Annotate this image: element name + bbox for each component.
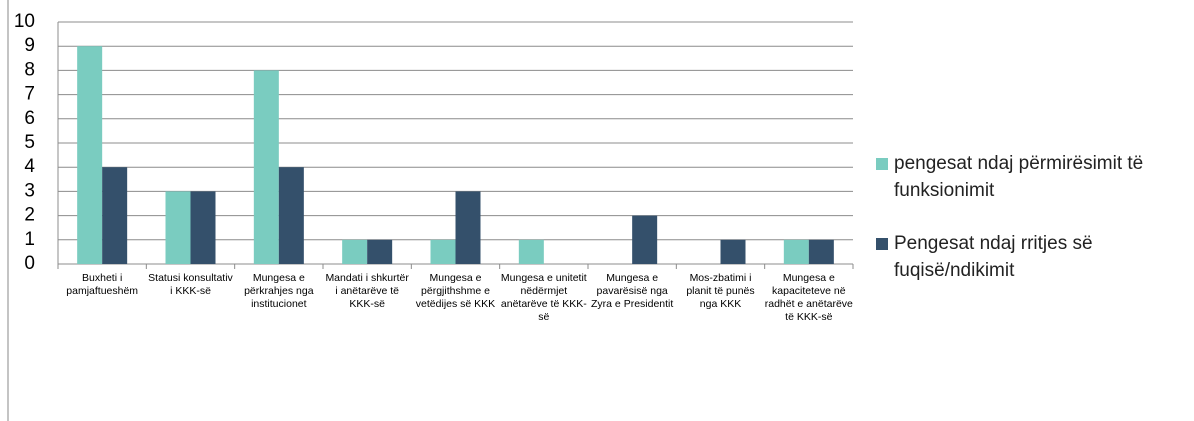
x-tick-label: Mungesa e unitetit nëdërmjet anëtarëve t… (500, 272, 587, 323)
bar (165, 191, 191, 264)
bar (783, 239, 809, 264)
bar (808, 239, 834, 264)
y-tick-label: 10 (14, 11, 35, 32)
x-tick-label: Mungesa e përkrahjes nga institucionet (244, 272, 314, 310)
legend-label: Pengesat ndaj rritjes së fuqisë/ndikimit (894, 233, 1093, 281)
y-tick-label: 1 (24, 229, 35, 250)
legend-swatch (876, 238, 888, 250)
bar (518, 239, 544, 264)
bar (102, 167, 128, 264)
bar (77, 46, 103, 265)
bar (632, 215, 658, 264)
bar (430, 239, 456, 264)
x-tick-label: Mungesa e pavarësisë nga Zyra e Presiden… (591, 272, 674, 310)
bar (342, 239, 368, 264)
y-tick-label: 2 (24, 205, 35, 226)
x-tick-label: Mungesa e përgjithshme e vetëdijes së KK… (415, 272, 496, 310)
bar (253, 70, 279, 265)
x-tick-label: Mungesa e kapaciteteve në radhët e anëta… (764, 272, 853, 323)
x-tick-label: Buxheti i pamjaftueshëm (66, 272, 139, 297)
bar (367, 239, 393, 264)
y-tick-label: 6 (24, 108, 35, 129)
y-tick-label: 3 (24, 180, 35, 201)
bar (278, 167, 304, 264)
x-tick-label: Statusi konsultativ i KKK-së (148, 272, 233, 297)
y-tick-label: 8 (24, 59, 35, 80)
bar (190, 191, 216, 264)
legend-label: pengesat ndaj përmirësimit të funksionim… (894, 153, 1144, 201)
y-tick-label: 9 (24, 35, 35, 56)
x-tick-label: Mos-zbatimi i planit të punës nga KKK (686, 272, 755, 310)
bar (720, 239, 746, 264)
y-tick-label: 4 (24, 156, 35, 177)
y-tick-label: 5 (24, 132, 35, 153)
y-tick-label: 7 (24, 84, 35, 105)
y-tick-label: 0 (24, 253, 35, 274)
x-tick-label: Mandati i shkurtër i anëtarëve të KKK-së (325, 272, 409, 310)
legend-swatch (876, 158, 888, 170)
bar (455, 191, 481, 264)
